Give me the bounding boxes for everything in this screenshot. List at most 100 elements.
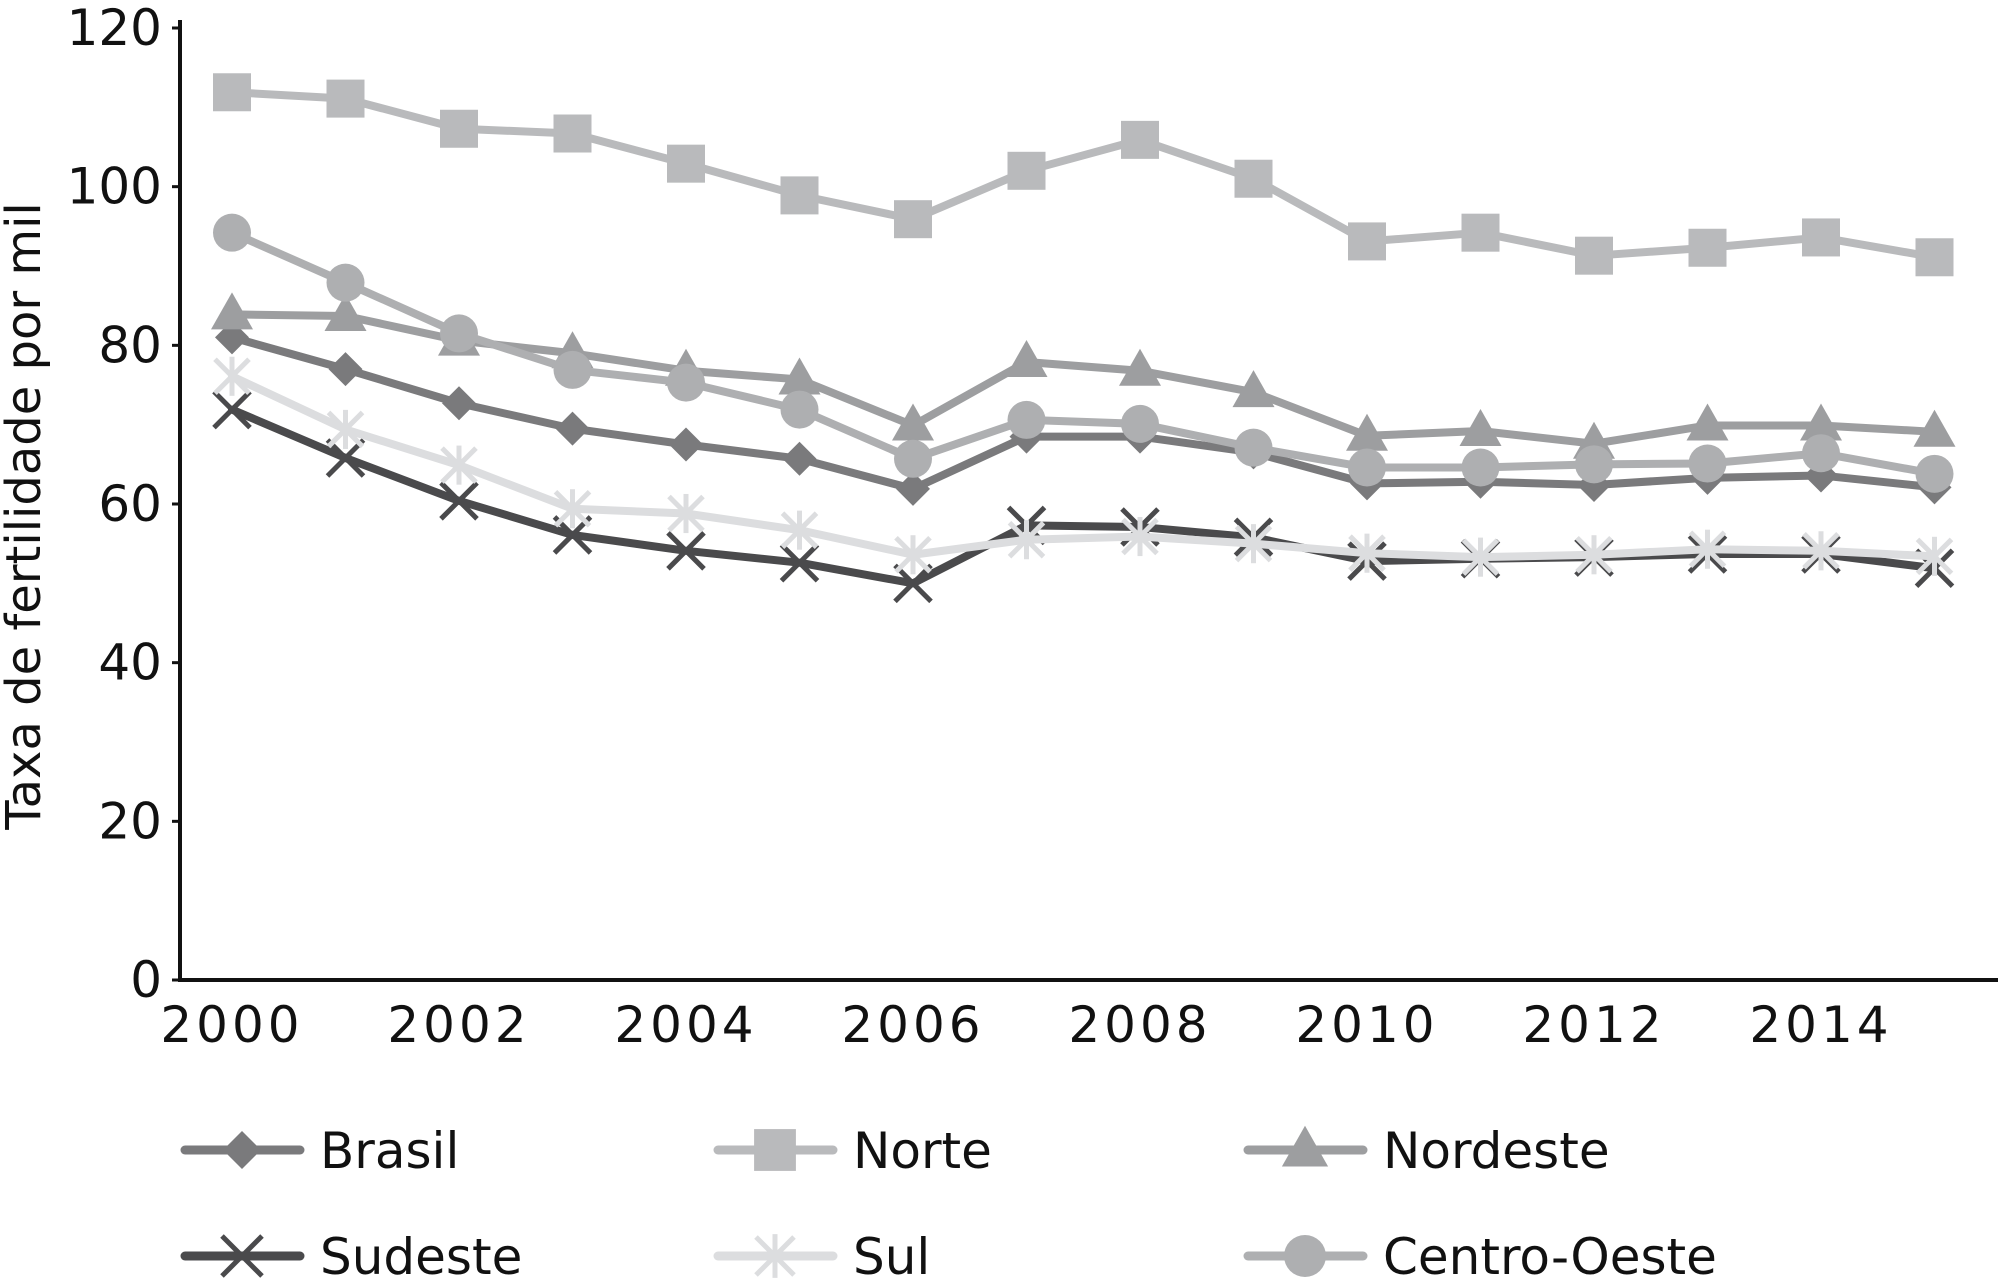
legend-marker-brasil (223, 1131, 261, 1169)
legend-label-norte: Norte (853, 1122, 992, 1180)
data-point-nordeste (324, 293, 367, 331)
y-tick-label: 20 (98, 792, 162, 850)
data-point-sul (1915, 536, 1954, 576)
data-point-norte (1575, 236, 1613, 275)
x-marker-stroke (893, 563, 933, 604)
series-norte (213, 73, 1954, 277)
legend-label-brasil: Brasil (320, 1122, 459, 1180)
data-point-norte (1461, 213, 1500, 252)
data-point-norte (213, 73, 251, 112)
data-point-norte (1348, 222, 1386, 261)
y-tick-label: 60 (98, 475, 162, 533)
data-point-nordeste (1686, 403, 1729, 441)
data-point-brasil (782, 441, 817, 476)
data-point-norte (1007, 151, 1046, 190)
y-tick-label: 120 (67, 0, 162, 57)
x-marker-stroke (325, 438, 366, 478)
data-point-norte (440, 109, 478, 148)
data-point-centro-oeste (1234, 428, 1273, 467)
data-point-nordeste (1346, 413, 1388, 451)
x-tick-label: 2006 (841, 996, 984, 1054)
x-marker-stroke (779, 542, 820, 583)
data-point-sul (894, 535, 932, 575)
data-point-centro-oeste (326, 263, 365, 302)
data-point-sul (1234, 524, 1273, 564)
y-tick-label: 40 (98, 634, 162, 692)
y-axis-title: Taxa de fertilidade por mil (0, 202, 52, 831)
legend-label-centro-oeste: Centro-Oeste (1383, 1228, 1717, 1279)
data-point-norte (1688, 228, 1727, 267)
series-line-nordeste (228, 310, 1939, 448)
data-point-sul (1121, 516, 1159, 557)
data-point-nordeste (892, 403, 934, 441)
series-sul (213, 356, 1954, 577)
data-point-sul (1575, 535, 1613, 575)
legend-item-sudeste: Sudeste (180, 1228, 522, 1284)
data-point-nordeste (211, 292, 253, 330)
x-tick-label: 2010 (1295, 996, 1438, 1054)
data-point-centro-oeste (1348, 448, 1386, 487)
data-point-sudeste (893, 563, 933, 604)
data-point-nordeste (1800, 403, 1842, 441)
x-tick-label: 2002 (387, 996, 530, 1054)
legend-marker-nordeste (1281, 1125, 1329, 1167)
data-point-nordeste (778, 357, 821, 395)
data-point-centro-oeste (440, 314, 478, 353)
data-point-centro-oeste (1575, 445, 1613, 484)
legend-marker-centro-oeste (1284, 1235, 1326, 1277)
data-point-norte (553, 114, 592, 153)
data-point-sul (326, 409, 365, 449)
data-point-centro-oeste (667, 363, 705, 402)
data-point-nordeste (1005, 339, 1048, 377)
data-point-sul (1007, 520, 1046, 560)
data-point-norte (1802, 218, 1840, 257)
data-point-centro-oeste (213, 213, 251, 252)
data-point-sul (440, 445, 478, 485)
x-tick-label: 2012 (1522, 996, 1665, 1054)
data-point-nordeste (1119, 348, 1161, 386)
legend-marker-sul (754, 1234, 796, 1278)
legend-marker-sudeste (220, 1234, 264, 1278)
data-point-sul (1688, 529, 1727, 569)
data-point-centro-oeste (1802, 434, 1840, 473)
axes: 0 20 40 60 80 100 120 2000 2002 2004 2006 2008 2010 2… (0, 0, 1998, 1054)
data-point-norte (667, 144, 705, 183)
data-point-norte (780, 176, 819, 215)
legend-label-sudeste: Sudeste (320, 1228, 522, 1279)
data-point-sul (553, 489, 592, 529)
series-line-norte (228, 88, 1939, 262)
data-point-norte (1121, 120, 1159, 159)
data-point-brasil (669, 427, 703, 462)
legend-item-centro-oeste: Centro-Oeste (1243, 1228, 1717, 1284)
data-point-sudeste (212, 389, 252, 430)
data-point-sudeste (779, 542, 820, 583)
x-marker-stroke (212, 389, 252, 430)
x-marker-stroke (666, 531, 706, 571)
data-point-centro-oeste (1007, 400, 1046, 439)
data-point-centro-oeste (553, 350, 592, 389)
data-point-norte (326, 79, 365, 118)
data-point-nordeste (1459, 409, 1502, 447)
data-point-norte (1234, 159, 1273, 198)
data-point-brasil (442, 386, 476, 421)
series-line-brasil (228, 333, 1939, 493)
data-point-sul (1802, 531, 1840, 571)
legend-item-brasil: Brasil (180, 1122, 459, 1180)
data-point-norte (894, 200, 932, 239)
data-point-sul (1461, 537, 1500, 577)
legend-item-nordeste: Nordeste (1243, 1122, 1610, 1180)
data-point-nordeste (1913, 409, 1956, 447)
y-tick-label: 100 (67, 158, 162, 216)
data-point-sul (780, 510, 819, 550)
x-marker-stroke (439, 481, 479, 521)
data-point-sul (213, 356, 251, 396)
legend: Brasil Norte Nordeste Sudeste Sul Centro-Oest… (180, 1122, 1717, 1284)
data-point-sul (667, 493, 705, 534)
data-point-sudeste (439, 481, 479, 521)
data-point-sudeste (666, 531, 706, 571)
x-tick-label: 2004 (614, 996, 757, 1054)
legend-label-sul: Sul (853, 1228, 930, 1279)
data-point-brasil (328, 352, 363, 387)
